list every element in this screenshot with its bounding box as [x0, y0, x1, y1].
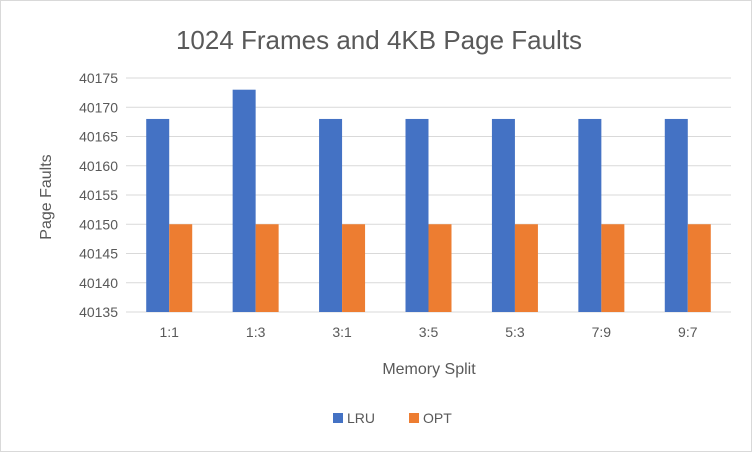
bar-opt-9-7: [687, 224, 711, 312]
y-tick-label: 40175: [79, 70, 118, 86]
bar-opt-1-3: [255, 224, 279, 312]
bar-opt-1-1: [169, 224, 193, 312]
legend: LRU OPT: [333, 410, 452, 426]
x-tick-label: 1:3: [246, 324, 266, 340]
bar-lru-5-3: [491, 118, 515, 312]
bar-lru-7-9: [578, 118, 602, 312]
x-tick-label: 7:9: [592, 324, 612, 340]
bars: [146, 89, 711, 312]
x-tick-label: 1:1: [159, 324, 179, 340]
chart-title: 1024 Frames and 4KB Page Faults: [176, 25, 582, 55]
bar-lru-1-1: [146, 118, 170, 312]
y-tick-label: 40155: [79, 187, 118, 203]
y-tick-label: 40150: [79, 216, 118, 232]
legend-swatch-lru: [333, 413, 343, 423]
legend-label-lru: LRU: [347, 410, 375, 426]
y-tick-label: 40140: [79, 275, 118, 291]
bar-opt-7-9: [601, 224, 625, 312]
y-tick-label: 40165: [79, 129, 118, 145]
bar-opt-5-3: [514, 224, 538, 312]
bar-lru-9-7: [664, 118, 688, 312]
legend-label-opt: OPT: [423, 410, 452, 426]
x-tick-label: 9:7: [678, 324, 698, 340]
y-tick-label: 40135: [79, 304, 118, 320]
legend-swatch-opt: [409, 413, 420, 423]
bar-lru-1-3: [232, 89, 256, 312]
bar-opt-3-5: [428, 224, 452, 312]
x-axis-label: Memory Split: [382, 361, 476, 378]
y-tick-label: 40170: [79, 99, 118, 115]
x-tick-label: 5:3: [505, 324, 525, 340]
bar-opt-3-1: [342, 224, 366, 312]
x-axis-ticks: 1:1 1:3 3:1 3:5 5:3 7:9 9:7: [159, 324, 697, 340]
bar-lru-3-1: [319, 118, 343, 312]
bar-lru-3-5: [405, 118, 429, 312]
x-tick-label: 3:1: [332, 324, 352, 340]
y-tick-label: 40145: [79, 246, 118, 262]
y-tick-label: 40160: [79, 158, 118, 174]
y-axis-label: Page Faults: [38, 154, 55, 239]
y-axis-ticks: 40135 40140 40145 40150 40155 40160 40165 40170…: [79, 70, 118, 320]
x-tick-label: 3:5: [419, 324, 439, 340]
